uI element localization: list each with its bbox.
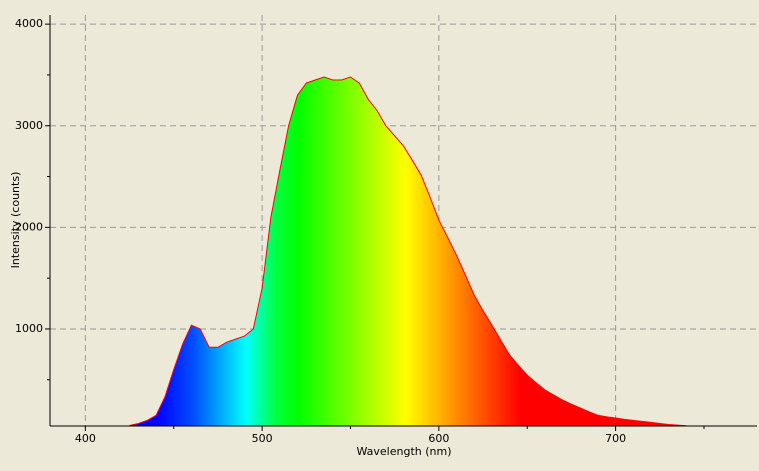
y-tick-label: 3000 bbox=[15, 119, 43, 132]
y-axis-title: Intensity (counts) bbox=[9, 172, 22, 269]
x-tick-label: 700 bbox=[605, 432, 626, 445]
x-tick-label: 600 bbox=[428, 432, 449, 445]
y-tick-label: 4000 bbox=[15, 17, 43, 30]
x-axis-title: Wavelength (nm) bbox=[356, 445, 451, 458]
y-tick-label: 2000 bbox=[15, 220, 43, 233]
y-tick-label: 1000 bbox=[15, 322, 43, 335]
x-tick-label: 500 bbox=[252, 432, 273, 445]
spectrum-line bbox=[129, 76, 687, 427]
spectrum-area bbox=[129, 77, 687, 426]
x-tick-label: 400 bbox=[75, 432, 96, 445]
